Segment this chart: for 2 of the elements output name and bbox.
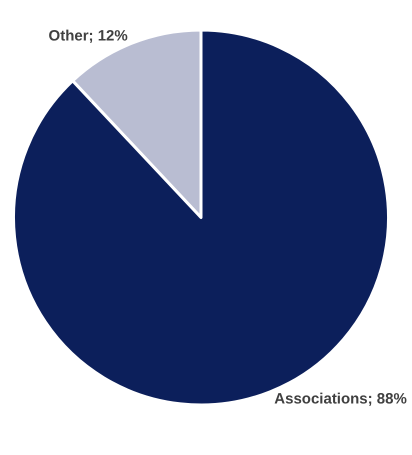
slice-label: Other; 12%: [48, 27, 128, 44]
slice-label: Associations; 88%: [274, 390, 407, 408]
